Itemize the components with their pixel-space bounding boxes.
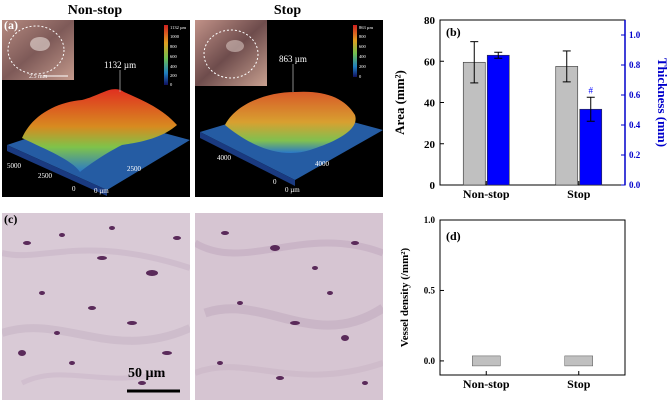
axis-label: 4000 <box>217 154 232 162</box>
panel-a-right-plot: 4000 0 0 µm 4000 863 µm 863 µm 800 600 4… <box>195 20 383 197</box>
panel-c-label: (c) <box>4 212 18 226</box>
axis-label: 0 µm <box>285 186 300 194</box>
y2-tick-label: 0.0 <box>629 180 641 190</box>
y2-axis-label: Thickness (mm) <box>655 58 670 147</box>
svg-text:200: 200 <box>359 64 367 69</box>
y-axis-label: Area (mm²) <box>392 70 407 135</box>
svg-text:863 µm: 863 µm <box>359 25 373 30</box>
y-tick-label: 0.0 <box>424 356 436 366</box>
micrograph-stop <box>195 213 383 400</box>
surface-mound <box>225 91 356 153</box>
svg-text:600: 600 <box>359 44 367 49</box>
panel-a-left-title: Non-stop <box>67 3 123 18</box>
scale-bar-label: 50 µm <box>128 366 166 381</box>
panel-a-right-title: Stop <box>273 3 302 18</box>
inset-scale: 2.5 mm <box>29 74 48 80</box>
panel-a-left-plot: 5000 2500 0 0 µm 2500 1132 µm 1132 µm 10… <box>2 20 190 197</box>
axis-label: 5000 <box>7 162 22 170</box>
bar <box>486 54 510 186</box>
panel-a-label: (a) <box>4 18 18 32</box>
svg-text:200: 200 <box>170 73 178 78</box>
y-tick-label: 40 <box>424 98 436 110</box>
svg-text:800: 800 <box>170 44 178 49</box>
surface-plot-stop: 4000 0 0 µm 4000 863 µm 863 µm 800 600 4… <box>195 20 383 194</box>
colorbar <box>164 25 168 85</box>
y-axis-label: Vessel density (/mm²) <box>399 247 411 347</box>
y2-tick-label: 1.0 <box>629 30 641 40</box>
y-tick-label: 60 <box>424 56 436 68</box>
svg-text:600: 600 <box>170 54 178 59</box>
inset-photo <box>195 20 267 86</box>
svg-text:0: 0 <box>359 74 362 79</box>
svg-text:1000: 1000 <box>170 34 180 39</box>
panel-label: (d) <box>446 229 461 243</box>
chart-b: 0 20 40 60 80 0.0 0.2 0.4 0.6 0.8 1.0 Non-stop Stop #… <box>392 15 670 200</box>
micrograph-nonstop <box>2 213 190 400</box>
axis-label: 4000 <box>315 160 330 168</box>
height-label: 1132 µm <box>104 60 136 70</box>
svg-text:0: 0 <box>170 82 173 87</box>
axis-label: 2500 <box>127 165 142 173</box>
bar <box>564 355 593 367</box>
x-tick-label: Stop <box>567 377 591 391</box>
svg-text:1132 µm: 1132 µm <box>170 25 187 30</box>
svg-text:800: 800 <box>359 34 367 39</box>
axis-label: 0 <box>273 178 277 186</box>
bar <box>555 66 579 186</box>
bar <box>472 355 501 367</box>
y-tick-label: 1.0 <box>424 215 436 225</box>
svg-text:400: 400 <box>170 64 178 69</box>
significance-mark: # <box>589 85 594 95</box>
y2-tick-label: 0.2 <box>629 150 641 160</box>
x-tick-label: Non-stop <box>463 187 510 200</box>
axis-label: 2500 <box>38 172 53 180</box>
panel-label: (b) <box>446 25 461 39</box>
surface-mound <box>22 89 177 172</box>
x-tick-label: Stop <box>567 187 591 200</box>
y2-tick-label: 0.4 <box>629 120 641 130</box>
y2-tick-label: 0.8 <box>629 60 641 70</box>
surface-plot-nonstop: 5000 2500 0 0 µm 2500 1132 µm 1132 µm 10… <box>2 20 190 196</box>
svg-text:400: 400 <box>359 54 367 59</box>
y-tick-label: 80 <box>424 15 436 27</box>
y2-tick-label: 0.6 <box>629 90 641 100</box>
y-tick-label: 20 <box>424 139 436 151</box>
chart-d: 0.0 0.5 1.0 Non-stop Stop (d) Vessel density (… <box>399 215 626 391</box>
y-tick-label: 0.5 <box>424 285 436 295</box>
axis-label: 0 <box>72 185 76 193</box>
y-tick-label: 0 <box>430 180 436 192</box>
x-tick-label: Non-stop <box>463 377 510 391</box>
axis-label: 0 µm <box>94 187 109 195</box>
height-label: 863 µm <box>279 54 307 64</box>
plot-frame <box>439 219 626 376</box>
